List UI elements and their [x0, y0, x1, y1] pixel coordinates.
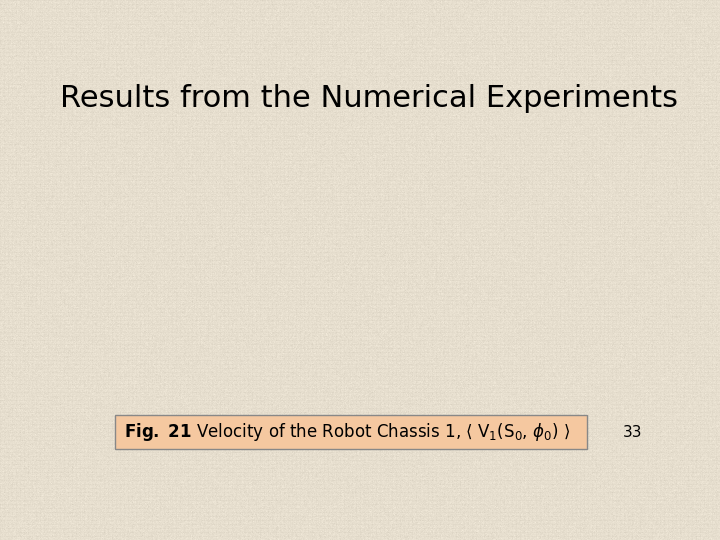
Text: 33: 33	[623, 426, 642, 440]
Text: Results from the Numerical Experiments: Results from the Numerical Experiments	[60, 84, 678, 112]
Text: $\mathbf{Fig.\ 21}$ Velocity of the Robot Chassis 1, $\langle$ V$_1$(S$_0$, $\ph: $\mathbf{Fig.\ 21}$ Velocity of the Robo…	[124, 421, 570, 443]
FancyBboxPatch shape	[115, 415, 587, 449]
